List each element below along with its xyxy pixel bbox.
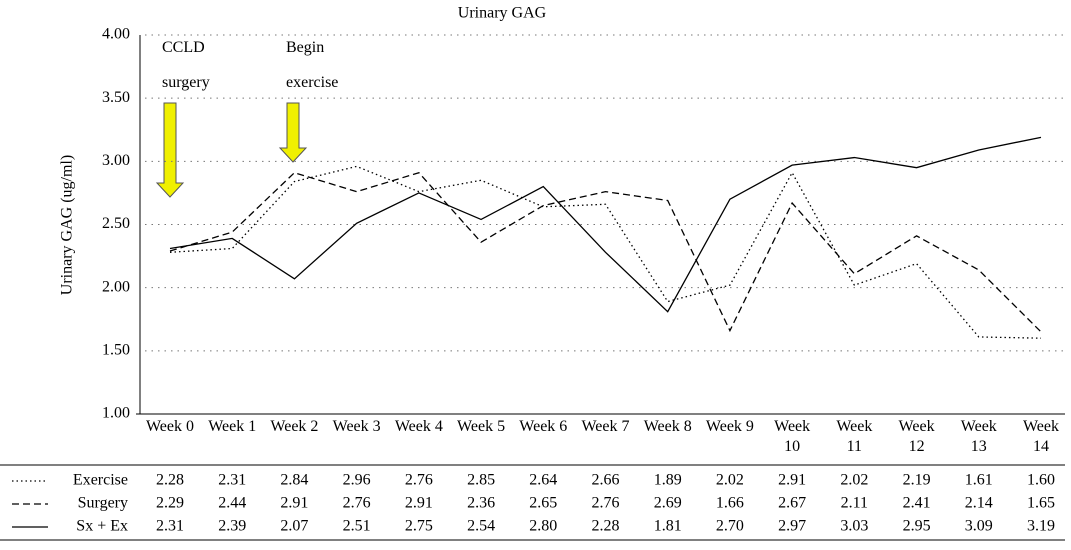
table-value: 2.69 — [654, 495, 682, 512]
table-value: 2.91 — [280, 495, 308, 512]
annotation: Begin exercise — [286, 39, 339, 91]
y-axis-label: Urinary GAG (ug/ml) — [59, 155, 76, 295]
x-tick-label: Week 2 — [270, 418, 319, 435]
y-tick-label: 2.00 — [102, 278, 130, 295]
table-value: 2.66 — [592, 472, 620, 489]
table-value: 1.65 — [1027, 495, 1055, 512]
x-tick-label: Week 13 — [960, 418, 997, 455]
arrow — [155, 102, 308, 198]
table-value: 2.84 — [280, 472, 308, 489]
table-value: 3.09 — [965, 518, 993, 535]
table-value: 1.66 — [716, 495, 744, 512]
y-tick-label: 1.50 — [102, 342, 130, 359]
x-tick-label: Week 8 — [643, 418, 692, 435]
y-tick-label: 1.00 — [102, 405, 130, 422]
table-value: 2.65 — [529, 495, 557, 512]
chart-title: Urinary GAG — [458, 5, 547, 22]
table-value: 3.19 — [1027, 518, 1055, 535]
table-value: 2.02 — [840, 472, 868, 489]
table-value: 2.75 — [405, 518, 433, 535]
table-value: 2.36 — [467, 495, 495, 512]
y-tick-label: 4.00 — [102, 26, 130, 43]
table-value: 3.03 — [840, 518, 868, 535]
table-value: 2.14 — [965, 495, 993, 512]
x-tick-label: Week 7 — [581, 418, 630, 435]
x-tick-label: Week 3 — [332, 418, 381, 435]
table-value: 2.91 — [778, 472, 806, 489]
table-value: 2.44 — [218, 495, 246, 512]
table-value: 2.76 — [592, 495, 620, 512]
table-value: 2.51 — [343, 518, 371, 535]
table-value: 2.41 — [903, 495, 931, 512]
table-value: 2.28 — [592, 518, 620, 535]
x-tick-label: Week 1 — [208, 418, 257, 435]
table-value: 2.02 — [716, 472, 744, 489]
series-line — [169, 136, 1042, 313]
table-value: 2.29 — [156, 495, 184, 512]
annotation: CCLD surgery — [162, 39, 210, 91]
y-tick-label: 3.50 — [102, 89, 130, 106]
table-value: 1.89 — [654, 472, 682, 489]
x-tick-label: Week 0 — [145, 418, 195, 435]
table-value: 1.81 — [654, 518, 682, 535]
table-value: 2.19 — [903, 472, 931, 489]
y-tick-label: 3.00 — [102, 152, 130, 169]
table-value: 2.97 — [778, 518, 806, 535]
legend-label: Surgery — [78, 495, 128, 512]
table-value: 2.76 — [405, 472, 433, 489]
series-line — [169, 165, 1042, 339]
x-tick-label: Week 14 — [1022, 418, 1060, 455]
table-value: 2.95 — [903, 518, 931, 535]
table-value: 2.67 — [778, 495, 806, 512]
table-value: 1.60 — [1027, 472, 1055, 489]
series-line — [169, 171, 1042, 333]
table-value: 2.31 — [218, 472, 246, 489]
table-value: 2.85 — [467, 472, 495, 489]
table-value: 2.31 — [156, 518, 184, 535]
table-value: 2.76 — [343, 495, 371, 512]
x-tick-label: Week 11 — [836, 418, 873, 455]
legend-label: Sx + Ex — [76, 518, 128, 535]
table-value: 2.96 — [343, 472, 371, 489]
x-tick-label: Week 12 — [898, 418, 935, 455]
x-tick-label: Week 10 — [774, 418, 811, 455]
table-value: 2.91 — [405, 495, 433, 512]
x-tick-label: Week 5 — [457, 418, 506, 435]
table-value: 2.11 — [841, 495, 868, 512]
table-value: 2.70 — [716, 518, 744, 535]
table-value: 1.61 — [965, 472, 993, 489]
y-tick-label: 2.50 — [102, 215, 130, 232]
table-value: 2.54 — [467, 518, 495, 535]
x-tick-label: Week 9 — [705, 418, 754, 435]
table-value: 2.64 — [529, 472, 557, 489]
table-value: 2.07 — [280, 518, 308, 535]
legend-label: Exercise — [73, 472, 128, 489]
table-value: 2.28 — [156, 472, 184, 489]
table-value: 2.39 — [218, 518, 246, 535]
x-tick-label: Week 4 — [394, 418, 443, 435]
table-value: 2.80 — [529, 518, 557, 535]
x-tick-label: Week 6 — [519, 418, 568, 435]
